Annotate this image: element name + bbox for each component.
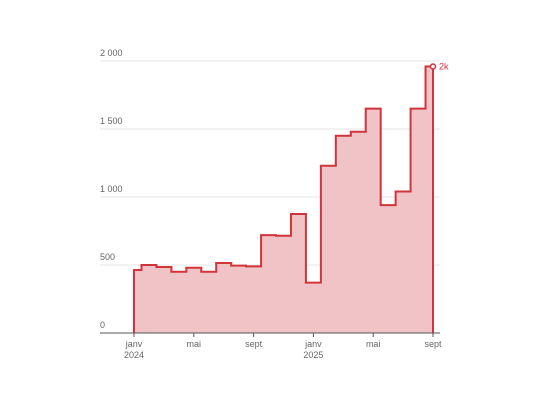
- x-tick-label: janv 2024: [124, 339, 144, 360]
- area-segment: [261, 235, 277, 333]
- x-tick-label: sept: [245, 339, 263, 349]
- area-segment: [425, 66, 434, 333]
- area-segment: [395, 191, 411, 333]
- value-label: 2k: [439, 61, 449, 71]
- y-tick-label: 1 000: [100, 184, 123, 194]
- area-segment: [365, 108, 381, 333]
- area-segment: [290, 214, 307, 333]
- area-segment: [141, 265, 157, 333]
- x-tick-label: sept: [424, 339, 442, 349]
- x-tick-label: mai: [366, 339, 381, 349]
- area-segment: [276, 235, 292, 333]
- area-segment: [350, 131, 367, 333]
- area-segment: [380, 205, 396, 333]
- y-tick-label: 2 000: [100, 48, 123, 58]
- area-segment: [320, 165, 337, 333]
- area-segment: [134, 270, 142, 333]
- end-marker: [429, 63, 437, 70]
- x-tick-label: janv 2025: [303, 339, 323, 360]
- area-segment: [335, 135, 352, 333]
- y-tick-label: 500: [100, 252, 115, 262]
- x-tick-label: mai: [187, 339, 202, 349]
- area-segment: [410, 108, 426, 333]
- area-segment: [201, 271, 217, 333]
- area-segment: [186, 267, 202, 333]
- area-segment: [305, 282, 322, 333]
- area-segment: [246, 266, 262, 333]
- y-tick-label: 1 500: [100, 116, 123, 126]
- area-segment: [171, 271, 187, 333]
- area-segment: [216, 262, 232, 333]
- area-segment: [231, 265, 247, 333]
- area-segment: [156, 267, 172, 333]
- y-tick-label: 0: [100, 320, 105, 330]
